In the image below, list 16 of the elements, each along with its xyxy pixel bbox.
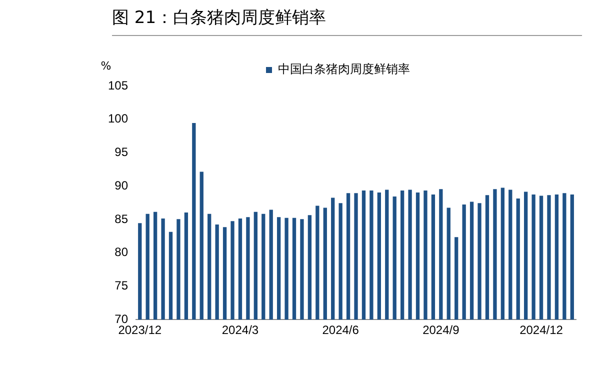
y-tick-label: 95	[114, 145, 128, 160]
chart-title: 图 21：白条猪肉周度鲜销率	[112, 6, 582, 36]
y-tick-label: 90	[114, 178, 128, 192]
y-tick-label: 70	[114, 312, 128, 326]
y-tick-label: 80	[114, 245, 128, 260]
x-tick-label: 2024/6	[322, 323, 360, 338]
x-tick-label: 2024/12	[520, 323, 564, 338]
y-tick-label: 85	[114, 212, 128, 226]
x-tick-label: 2023/12	[118, 323, 162, 338]
y-tick-label: 100	[108, 112, 128, 126]
x-tick-label: 2024/3	[222, 323, 259, 338]
x-tick-label: 2024/9	[422, 323, 460, 338]
y-axis-title: %	[100, 59, 112, 72]
y-tick-label: 75	[114, 278, 128, 293]
y-tick-label: 105	[108, 78, 128, 92]
legend-label: 中国白条猪肉周度鲜销率	[278, 62, 410, 76]
